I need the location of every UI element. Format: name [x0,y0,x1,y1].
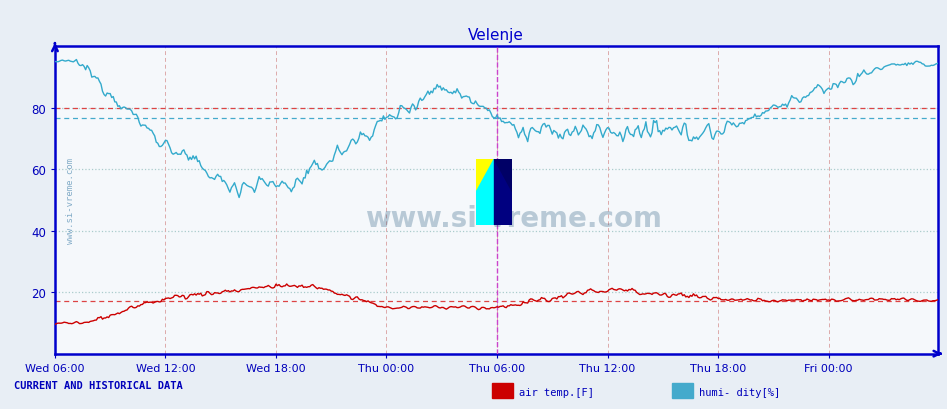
Text: www.si-vreme.com: www.si-vreme.com [366,205,662,233]
Polygon shape [476,160,494,225]
Text: CURRENT AND HISTORICAL DATA: CURRENT AND HISTORICAL DATA [14,380,183,390]
Polygon shape [476,160,494,192]
Text: air temp.[F]: air temp.[F] [519,387,594,397]
Polygon shape [476,160,494,225]
Polygon shape [494,160,512,225]
Text: humi- dity[%]: humi- dity[%] [699,387,780,397]
Polygon shape [476,160,494,225]
Title: Velenje: Velenje [468,28,525,43]
Polygon shape [494,160,512,192]
Text: www.si-vreme.com: www.si-vreme.com [66,157,76,243]
